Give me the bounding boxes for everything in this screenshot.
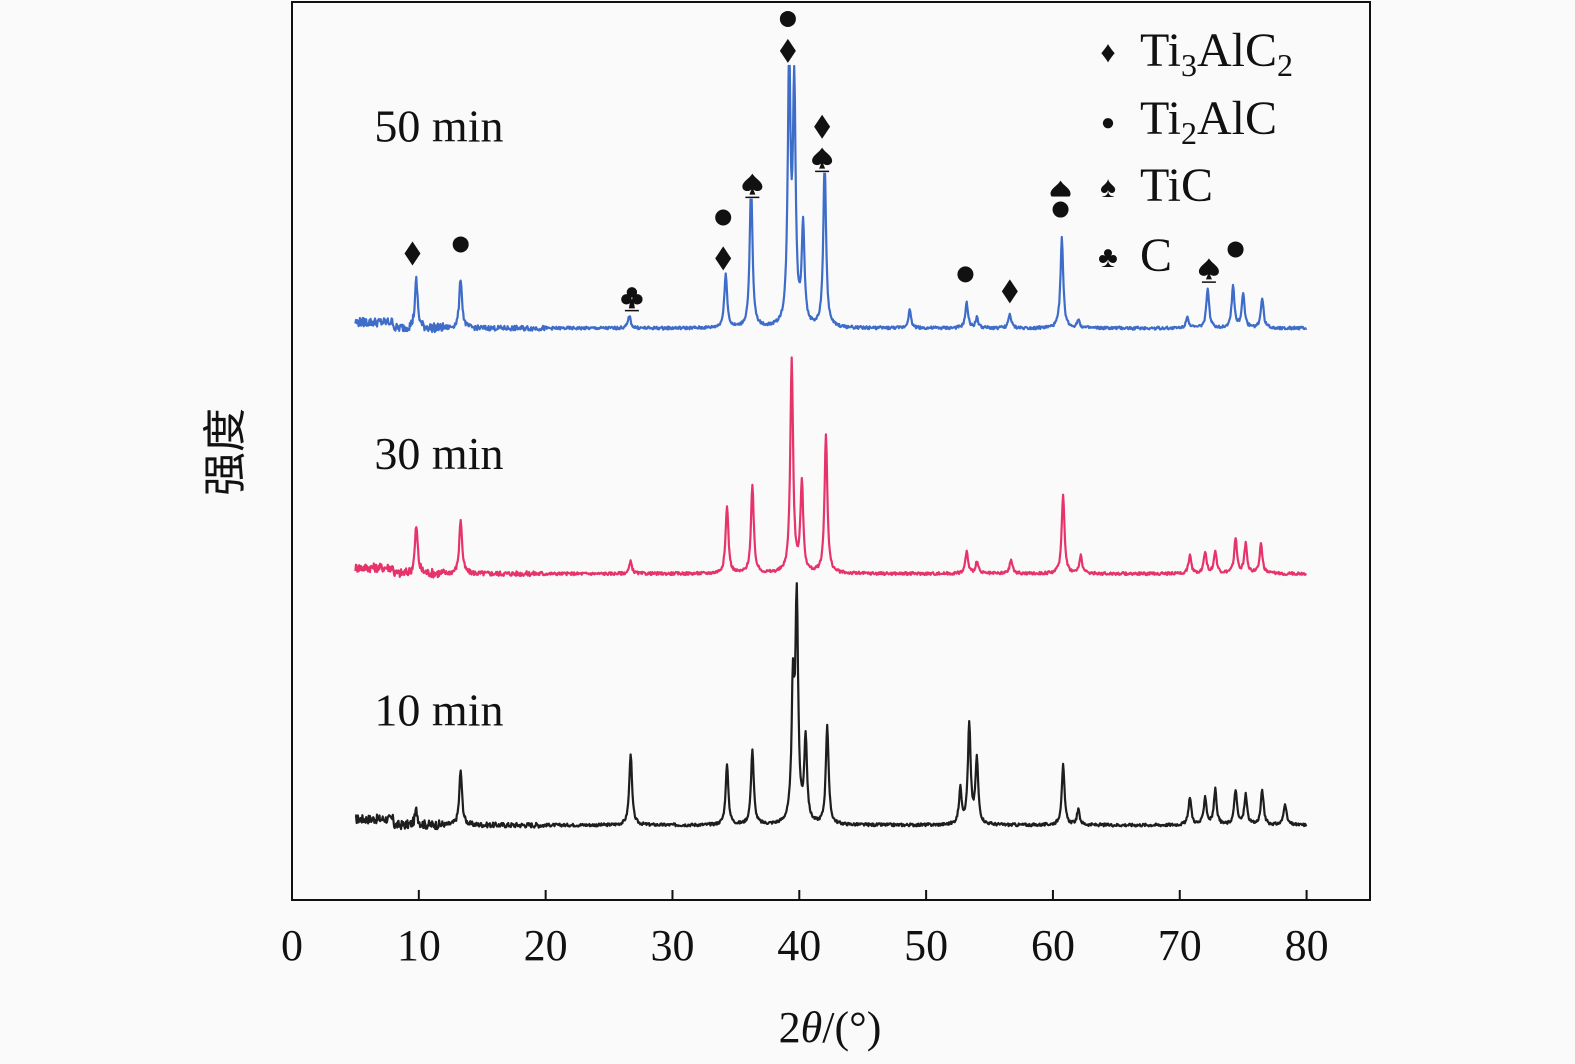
x-tick-label: 50 [904,921,948,970]
diamond-icon [779,38,796,63]
series-label: 30 min [374,428,503,479]
legend-label-part: Ti [1140,92,1181,145]
legend-label-part: AlC [1197,24,1277,77]
series-label: 50 min [374,101,503,152]
x-tick-label: 40 [777,921,821,970]
spade-icon [812,147,833,173]
legend-symbol-icon: ● [1101,110,1116,136]
plot-frame [291,1,1371,901]
legend-label: C [1140,229,1172,282]
circle-icon [1052,201,1069,218]
legend-symbol-icon: ♣ [1098,241,1118,274]
trace-30-min [354,356,1308,579]
spade-icon [1198,258,1219,283]
x-axis-label-unit: /(°) [822,1003,881,1052]
circle-icon [715,209,732,226]
diamond-icon [814,114,831,139]
club-icon [621,287,643,312]
phase-annotations [401,5,1247,313]
phase-marker-backdrop [620,285,643,313]
y-axis-label: 强度 [201,408,250,496]
series-label: 10 min [374,684,503,735]
legend-symbol-icon: ♠ [1100,171,1116,204]
series-labels: 50 min 30 min 10 min [374,101,503,736]
diamond-icon [404,241,421,266]
legend-label-part: Ti [1140,24,1181,77]
x-tick-label: 30 [650,921,694,970]
legend-label-subscript: 2 [1181,115,1197,151]
spade-icon [742,173,763,199]
x-axis-label-theta: θ [801,1003,823,1052]
legend-label-subscript: 3 [1181,47,1197,83]
circle-icon [779,10,796,27]
x-ticks: 0 10 20 30 40 50 60 70 80 [281,890,1329,970]
trace-50-min [354,40,1308,334]
x-tick-label: 80 [1285,921,1329,970]
legend-label: Ti3AlC2 [1140,24,1293,83]
x-tick-label: 10 [397,921,441,970]
legend-label-subscript: 2 [1277,47,1293,83]
trace-10-min [354,582,1308,831]
legend: ♦ Ti3AlC2● Ti2AlC♠ TiC♣ C [1098,24,1293,282]
traces [354,40,1308,831]
x-tick-label: 0 [281,921,303,970]
x-tick-label: 60 [1031,921,1075,970]
legend-label-part: C [1140,229,1172,282]
circle-icon [452,236,469,253]
spade-icon [1050,180,1071,206]
x-tick-label: 70 [1158,921,1202,970]
legend-label: TiC [1140,159,1213,212]
x-tick-label: 20 [524,921,568,970]
x-axis-label-prefix: 2 [779,1003,801,1052]
legend-label: Ti2AlC [1140,92,1277,151]
legend-label-part: TiC [1140,159,1213,212]
diamond-icon [1001,279,1018,304]
legend-symbol-icon: ♦ [1100,36,1115,69]
circle-icon [1227,241,1244,258]
circle-icon [957,266,974,283]
diamond-icon [715,246,732,271]
legend-label-part: AlC [1197,92,1277,145]
x-axis-label: 2θ/(°) [779,1003,882,1052]
